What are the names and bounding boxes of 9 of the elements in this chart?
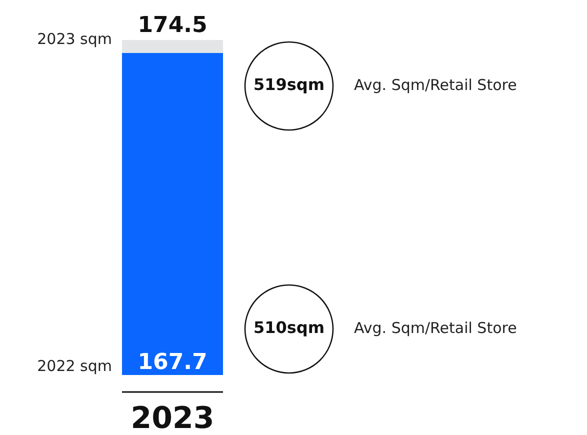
x-tick-label: 2023 xyxy=(130,401,214,435)
text: Avg. Sqm/Retail Store xyxy=(354,319,517,337)
total-label: 174.5 xyxy=(138,13,208,38)
annotation: 510sqm xyxy=(252,318,326,337)
text: Avg. Sqm/Retail Store xyxy=(354,76,517,94)
annotation: 519sqm xyxy=(252,75,326,94)
series-label: 2023 sqm xyxy=(37,30,112,48)
series-label: 2022 sqm xyxy=(37,357,112,375)
data-label: 167.7 xyxy=(138,350,208,375)
